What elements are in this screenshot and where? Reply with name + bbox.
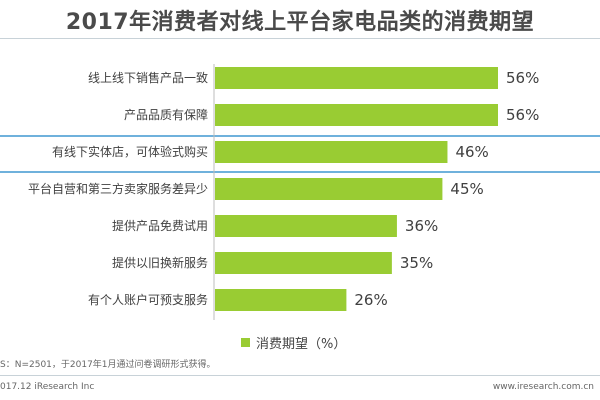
footer-divider <box>0 375 600 376</box>
legend: 消费期望（%） <box>241 333 346 352</box>
bar <box>215 252 392 274</box>
category-label: 平台自营和第三方卖家服务差异少 <box>28 181 208 196</box>
category-label: 有个人账户可预支服务 <box>88 292 208 307</box>
highlight-line-bottom <box>0 171 600 173</box>
legend-label: 消费期望（%） <box>256 337 347 352</box>
category-label: 产品品质有保障 <box>124 107 208 122</box>
value-label: 36% <box>405 217 438 235</box>
bar <box>215 178 443 200</box>
category-label: 提供产品免费试用 <box>112 218 208 233</box>
value-label: 26% <box>354 291 387 309</box>
copyright: 017.12 iResearch Inc <box>0 382 95 392</box>
bar <box>215 141 448 163</box>
chart-title: 2017年消费者对线上平台家电品类的消费期望 <box>65 10 535 35</box>
title-divider <box>0 38 600 39</box>
category-label: 有线下实体店，可体验式购买 <box>52 144 208 159</box>
value-label: 35% <box>400 254 433 272</box>
bar <box>215 67 498 89</box>
legend-swatch <box>241 338 250 347</box>
value-label: 45% <box>450 180 483 198</box>
bar <box>215 215 397 237</box>
bar <box>215 104 498 126</box>
value-label: 46% <box>455 143 488 161</box>
value-label: 56% <box>506 106 539 124</box>
source-note: S：N=2501，于2017年1月通过问卷调研形式获得。 <box>0 360 216 370</box>
highlight-line-top <box>0 135 600 137</box>
bar <box>215 289 347 311</box>
category-label: 线上线下销售产品一致 <box>88 70 208 85</box>
website: www.iresearch.com.cn <box>492 382 594 392</box>
category-label: 提供以旧换新服务 <box>112 255 208 270</box>
value-label: 56% <box>506 69 539 87</box>
